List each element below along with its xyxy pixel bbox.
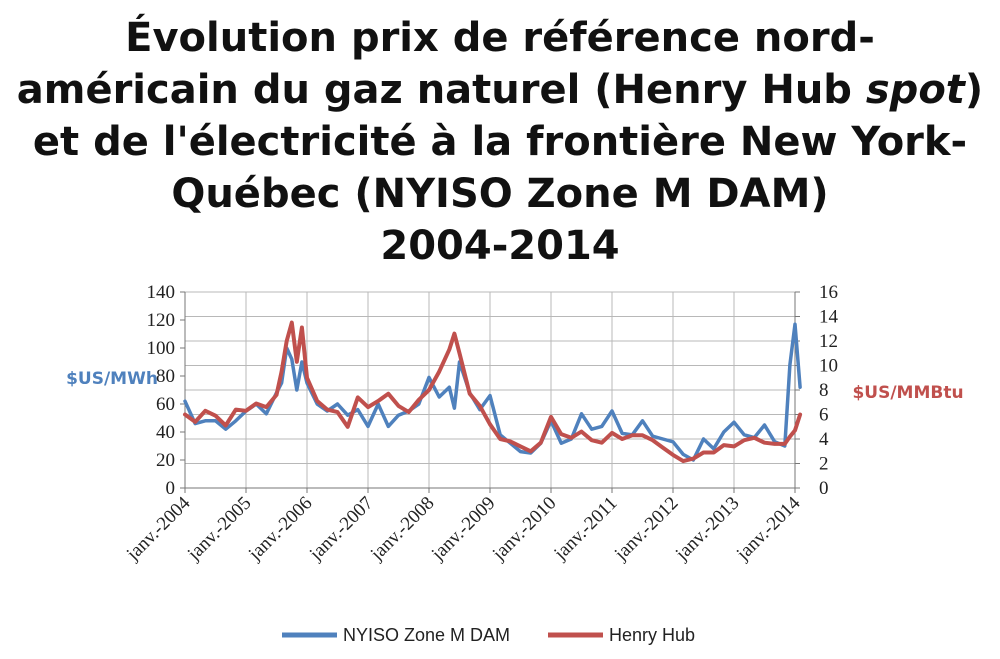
- y-axis-left-ticks: 0 20 40 60 80 100 120 140: [147, 282, 185, 499]
- x-tick-label: janv.-2006: [244, 493, 317, 566]
- y-tick-label-right: 8: [819, 380, 829, 401]
- legend-label-nyiso: NYISO Zone M DAM: [343, 625, 510, 645]
- y-tick-label-right: 0: [819, 478, 829, 499]
- y-tick-label-right: 16: [819, 282, 838, 303]
- x-tick-label: janv.-2004: [122, 492, 195, 565]
- y-tick-label-right: 14: [819, 307, 839, 328]
- y-tick-label-left: 100: [147, 338, 176, 359]
- title-line-5: 2004-2014: [380, 223, 620, 269]
- x-tick-label: janv.-2014: [732, 492, 805, 565]
- y-tick-label-left: 120: [147, 310, 176, 331]
- chart-title: Évolution prix de référence nord- améric…: [0, 12, 1000, 272]
- y-tick-label-left: 60: [156, 394, 175, 415]
- y-tick-label-left: 80: [156, 366, 175, 387]
- y-tick-label-right: 12: [819, 331, 838, 352]
- x-tick-label: janv.-2011: [550, 493, 622, 565]
- title-line-2: américain du gaz naturel (Henry Hub spot…: [0, 64, 1000, 116]
- y-tick-label-left: 140: [147, 282, 176, 303]
- x-tick-label: janv.-2009: [427, 493, 500, 566]
- x-tick-label: janv.-2013: [671, 493, 744, 566]
- title-italic: spot: [865, 67, 965, 113]
- title-line-2b: ): [964, 67, 984, 113]
- y-tick-label-right: 2: [819, 454, 829, 475]
- y-tick-label-left: 0: [166, 478, 176, 499]
- x-tick-label: janv.-2010: [488, 493, 561, 566]
- y-axis-right-label: $US/MMBtu: [852, 383, 963, 403]
- series-line-henry-hub: [183, 320, 803, 464]
- title-line-3: et de l'électricité à la frontière New Y…: [32, 119, 968, 165]
- legend: NYISO Zone M DAM Henry Hub: [282, 625, 695, 645]
- title-line-1: Évolution prix de référence nord-: [125, 15, 875, 61]
- y-axis-left-label: $US/MWh: [66, 369, 158, 389]
- y-tick-label-right: 6: [819, 405, 829, 426]
- legend-label-henry-hub: Henry Hub: [609, 625, 695, 645]
- x-tick-label: janv.-2008: [366, 493, 439, 566]
- y-tick-label-left: 20: [156, 450, 175, 471]
- y-tick-label-left: 40: [156, 422, 175, 443]
- x-tick-label: janv.-2005: [183, 493, 256, 566]
- title-line-4: Québec (NYISO Zone M DAM): [171, 171, 829, 217]
- x-tick-label: janv.-2012: [610, 493, 683, 566]
- y-axis-right-ticks: 0 2 4 6 8 10 12 14 16: [795, 282, 839, 499]
- y-tick-label-right: 10: [819, 356, 838, 377]
- x-axis-ticks: janv.-2004janv.-2005janv.-2006janv.-2007…: [122, 488, 805, 565]
- y-tick-label-right: 4: [819, 429, 829, 450]
- x-tick-label: janv.-2007: [305, 493, 378, 566]
- title-line-2a: américain du gaz naturel (Henry Hub: [16, 67, 866, 113]
- series-lines: [183, 320, 803, 464]
